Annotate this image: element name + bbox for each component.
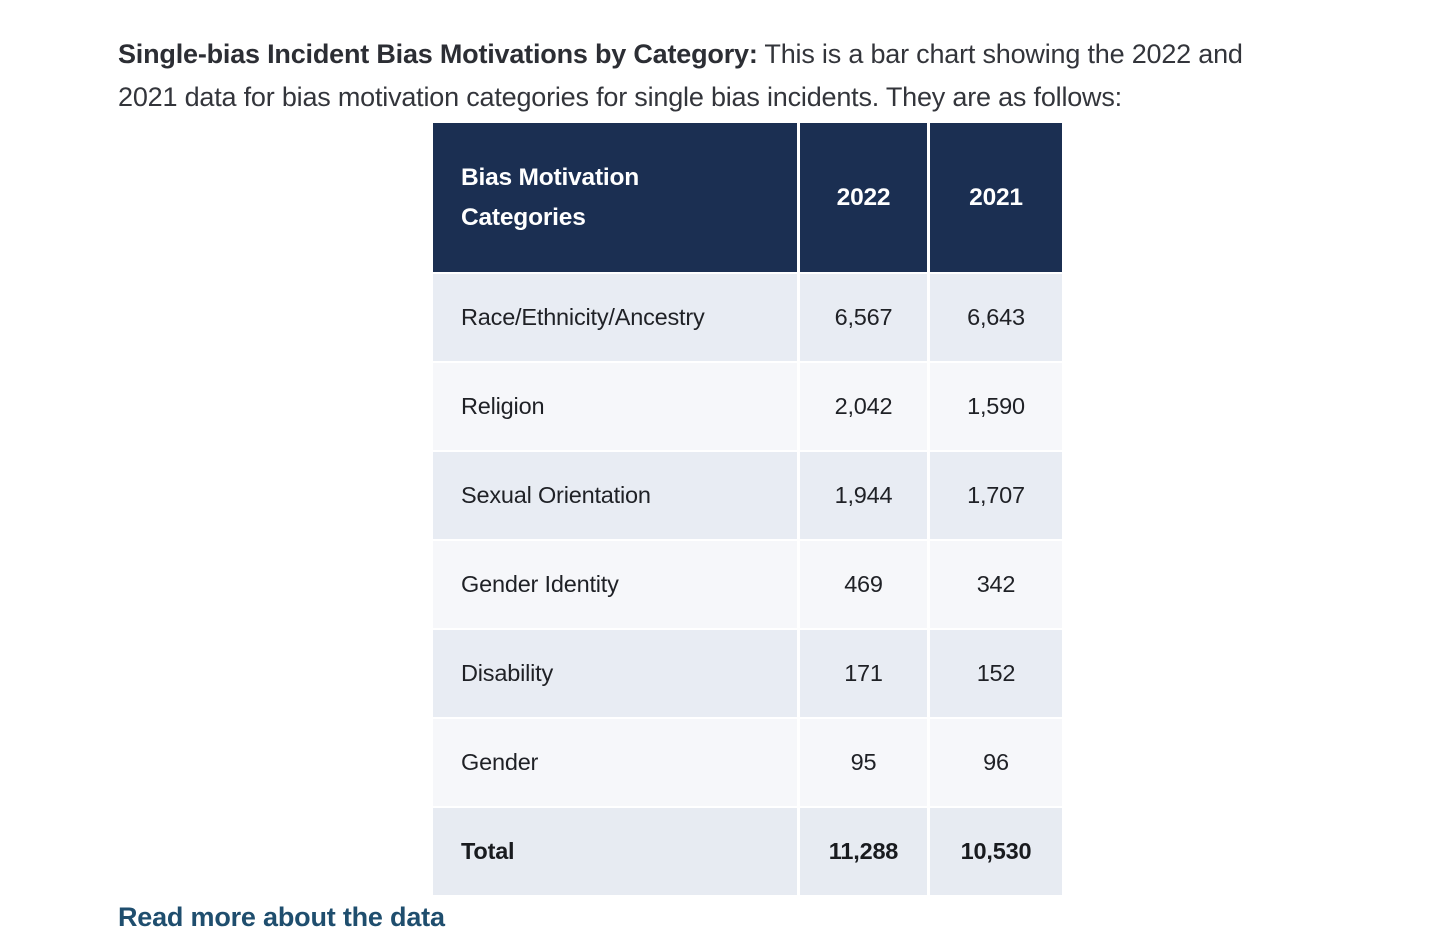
intro-description: This is a bar chart showing the 2022 and…	[118, 39, 1243, 112]
row-value-2022: 171	[800, 630, 927, 717]
row-category: Disability	[433, 630, 797, 717]
row-value-2021: 152	[930, 630, 1062, 717]
row-category: Gender	[433, 719, 797, 806]
row-value-2021: 6,643	[930, 274, 1062, 361]
row-value-2022: 2,042	[800, 363, 927, 450]
total-value-2022: 11,288	[800, 808, 927, 895]
row-category: Sexual Orientation	[433, 452, 797, 539]
header-cell-2022: 2022	[800, 123, 927, 272]
row-value-2021: 96	[930, 719, 1062, 806]
row-category: Race/Ethnicity/Ancestry	[433, 274, 797, 361]
total-label: Total	[433, 808, 797, 895]
row-value-2022: 6,567	[800, 274, 927, 361]
row-value-2021: 1,707	[930, 452, 1062, 539]
row-value-2022: 95	[800, 719, 927, 806]
row-value-2022: 1,944	[800, 452, 927, 539]
intro-title: Single-bias Incident Bias Motivations by…	[118, 39, 758, 69]
truncated-footer-link[interactable]: Read more about the data	[118, 902, 445, 932]
row-value-2021: 1,590	[930, 363, 1062, 450]
header-cell-category: Bias Motivation Categories	[433, 123, 797, 272]
intro-paragraph: Single-bias Incident Bias Motivations by…	[118, 33, 1358, 119]
total-value-2021: 10,530	[930, 808, 1062, 895]
row-category: Religion	[433, 363, 797, 450]
row-value-2022: 469	[800, 541, 927, 628]
bias-motivation-table: Bias Motivation Categories 2022 2021 Rac…	[433, 123, 1062, 895]
header-cell-2021: 2021	[930, 123, 1062, 272]
row-value-2021: 342	[930, 541, 1062, 628]
row-category: Gender Identity	[433, 541, 797, 628]
